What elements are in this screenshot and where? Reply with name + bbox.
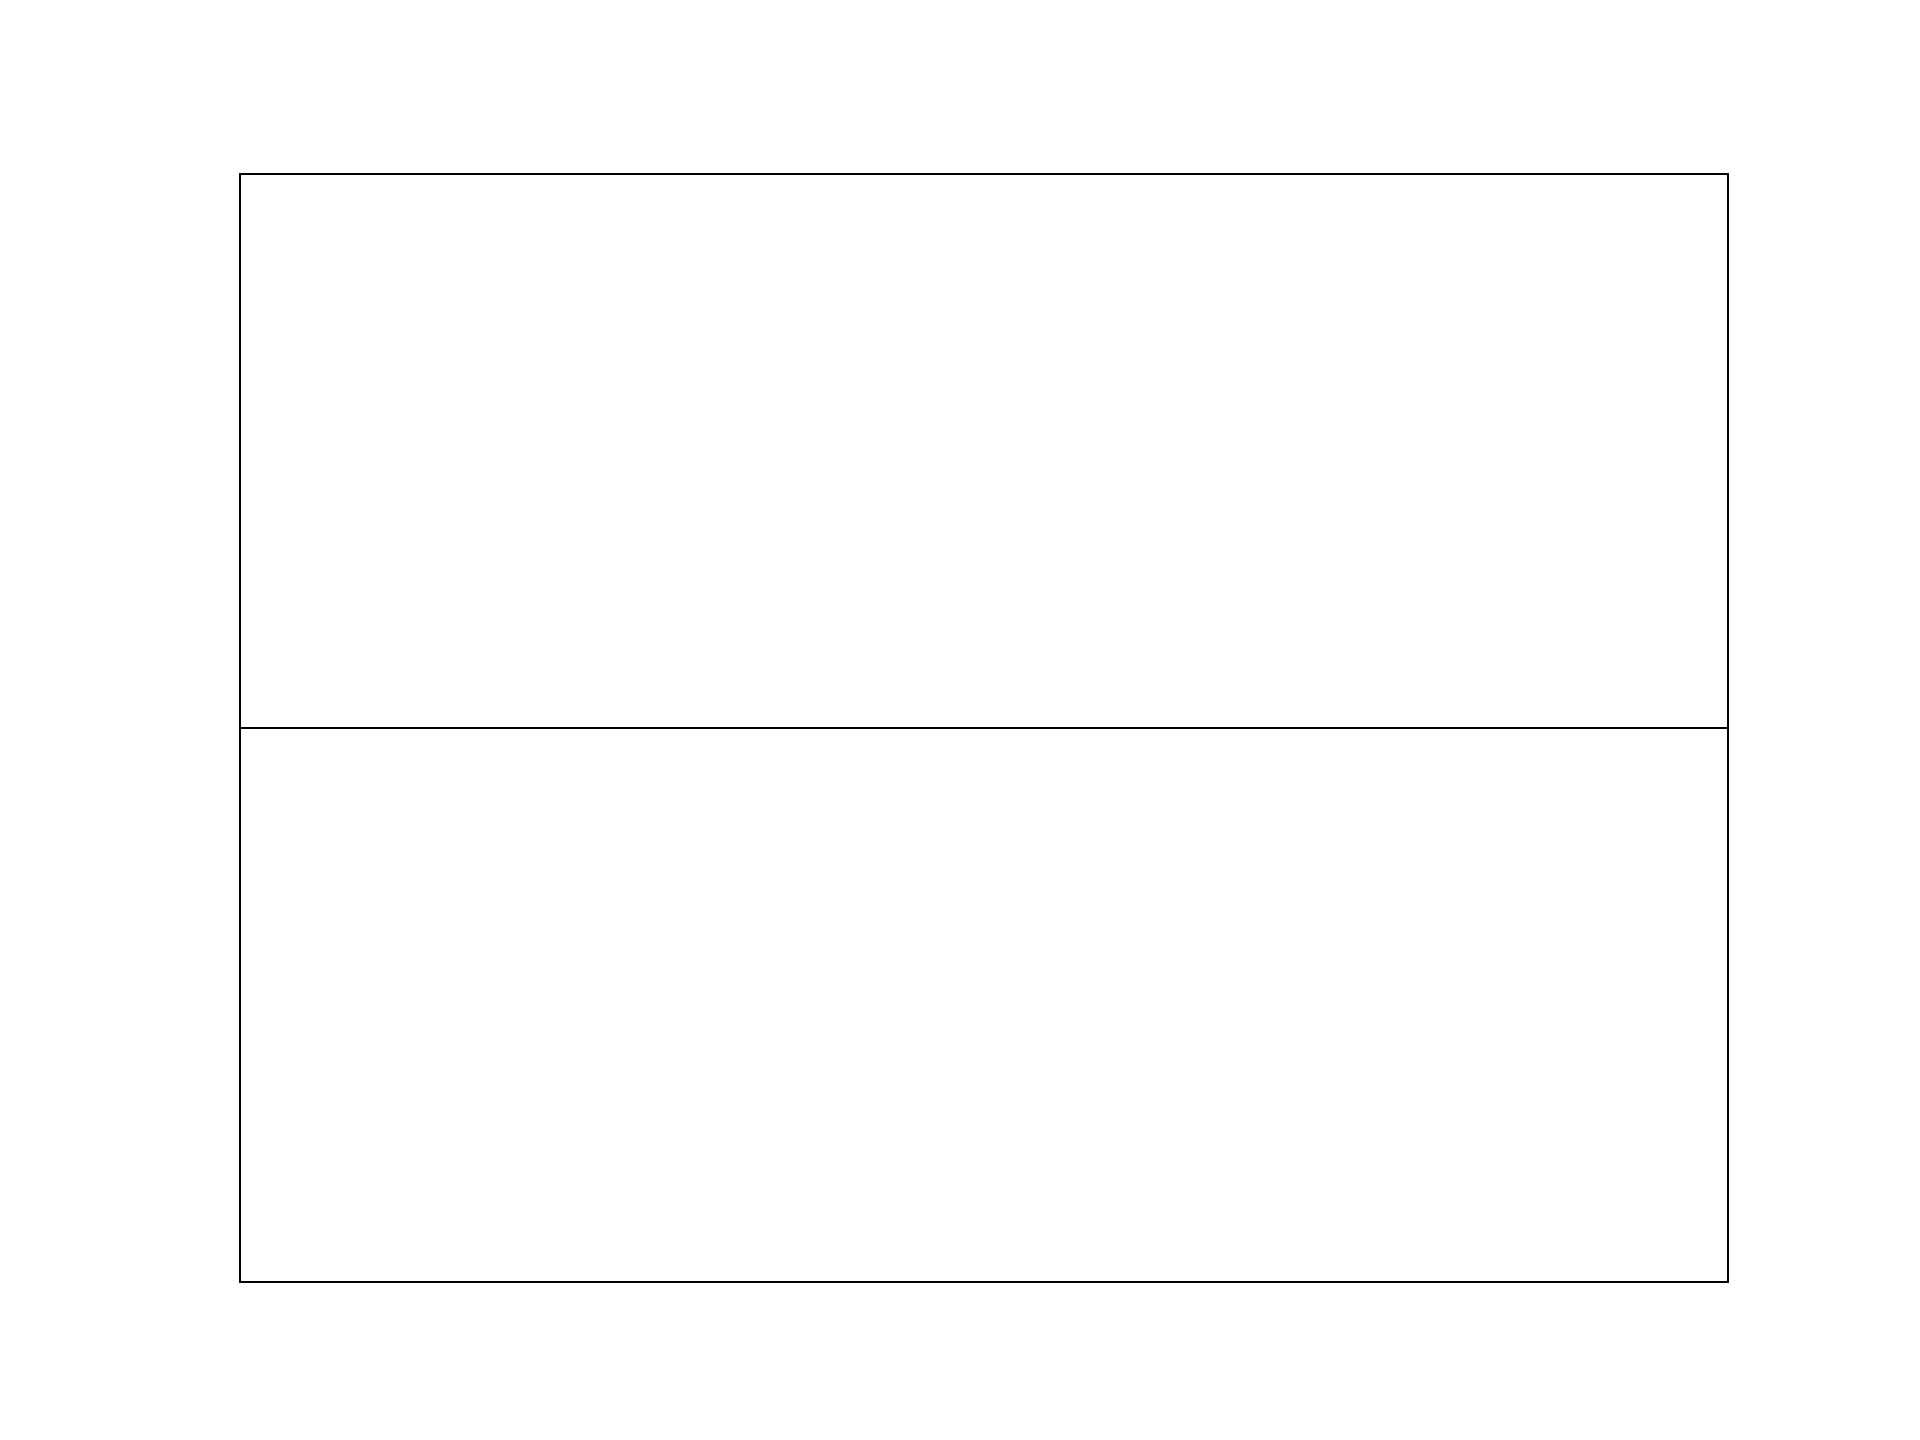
top-axes-frame [239,173,1729,729]
bottom-axes-frame [239,727,1729,1283]
